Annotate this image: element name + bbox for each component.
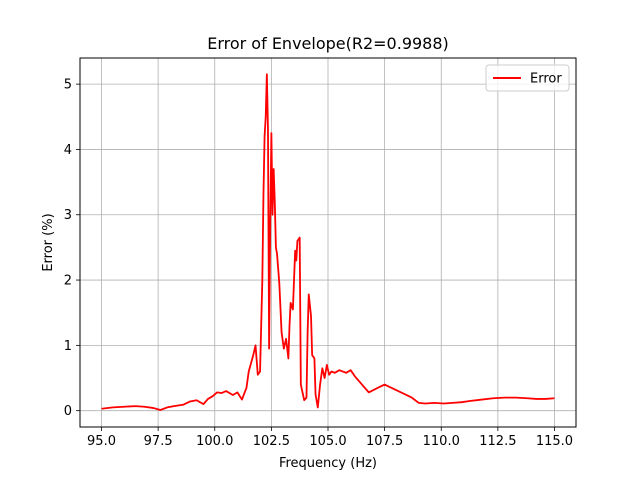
y-axis-label: Error (%)	[41, 213, 56, 271]
y-axis: 0 1 2 3 4 5	[64, 78, 80, 419]
x-axis: 95.0 97.5 100.0 102.5 105.0 107.5 110.0 112.5 11…	[87, 427, 573, 449]
legend: Error	[485, 64, 570, 92]
x-tick-label: 102.5	[253, 434, 290, 449]
y-tick-label: 3	[64, 208, 72, 223]
x-axis-label: Frequency (Hz)	[279, 456, 377, 471]
y-tick-label: 2	[64, 274, 72, 289]
y-tick-label: 4	[64, 143, 72, 158]
legend-label-error: Error	[530, 72, 562, 87]
x-tick-label: 107.5	[366, 434, 403, 449]
y-tick-label: 5	[64, 78, 72, 93]
y-tick-label: 1	[64, 339, 72, 354]
x-tick-label: 95.0	[87, 434, 116, 449]
series-line-error	[101, 73, 555, 411]
grid	[80, 58, 576, 427]
x-tick-label: 100.0	[196, 434, 233, 449]
x-tick-label: 115.0	[536, 434, 573, 449]
x-tick-label: 112.5	[479, 434, 516, 449]
x-tick-label: 105.0	[309, 434, 346, 449]
y-tick-label: 0	[64, 404, 72, 419]
legend-box	[485, 64, 570, 92]
chart-title: Error of Envelope(R2=0.9988)	[207, 34, 449, 53]
x-tick-label: 110.0	[423, 434, 460, 449]
series-layer	[101, 73, 555, 411]
x-tick-label: 97.5	[144, 434, 173, 449]
